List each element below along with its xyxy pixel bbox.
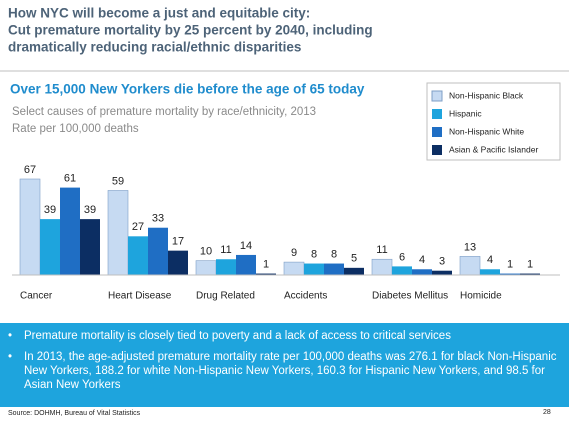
header-line: dramatically reducing racial/ethnic disp… — [8, 40, 301, 55]
bar — [168, 250, 188, 275]
value-label: 11 — [220, 244, 231, 256]
value-label: 1 — [527, 258, 533, 270]
value-label: 4 — [487, 254, 493, 266]
bar — [500, 273, 520, 275]
x-tick-label: Heart Disease — [108, 291, 172, 302]
bar — [60, 187, 80, 275]
x-tick-label: Cancer — [20, 291, 53, 302]
value-label: 13 — [464, 241, 476, 253]
legend-swatch — [432, 145, 442, 155]
value-label: 33 — [152, 213, 164, 225]
value-label: 39 — [44, 204, 56, 216]
page-number: 28 — [543, 409, 551, 416]
value-label: 61 — [64, 173, 76, 185]
bar — [520, 273, 540, 275]
value-label: 5 — [351, 253, 357, 265]
bullet: In 2013, the age-adjusted premature mort… — [8, 350, 559, 392]
bar — [195, 260, 217, 276]
bar — [128, 236, 148, 275]
legend-swatch — [432, 109, 442, 119]
value-label: 8 — [331, 248, 337, 260]
value-label: 14 — [240, 240, 252, 252]
bar — [256, 273, 276, 275]
legend-swatch — [431, 90, 443, 102]
x-tick-label: Diabetes Mellitus — [372, 291, 448, 302]
value-label: 9 — [291, 247, 297, 259]
value-label: 1 — [507, 258, 513, 270]
bar — [459, 256, 481, 276]
value-label: 10 — [200, 246, 212, 258]
bar — [432, 270, 452, 275]
bar — [392, 266, 412, 275]
bar — [148, 227, 168, 275]
x-tick-label: Drug Related — [196, 291, 255, 302]
legend-label: Non-Hispanic White — [449, 126, 524, 136]
x-tick-label: Homicide — [460, 291, 502, 302]
bar — [216, 259, 236, 275]
value-label: 59 — [112, 175, 124, 187]
bar — [80, 219, 100, 275]
chart-title: Over 15,000 New Yorkers die before the a… — [10, 82, 365, 97]
value-label: 27 — [132, 221, 144, 233]
bar — [371, 258, 393, 276]
chart: How NYC will become a just and equitable… — [0, 6, 569, 302]
header-line: Cut premature mortality by 25 percent by… — [8, 23, 373, 38]
bullet-box: Premature mortality is closely tied to p… — [0, 323, 569, 407]
value-label: 3 — [439, 256, 445, 268]
bar — [236, 254, 256, 275]
legend-label: Hispanic — [449, 108, 482, 118]
bar — [107, 190, 129, 276]
bar — [324, 263, 344, 275]
bar — [412, 269, 432, 275]
value-label: 11 — [376, 244, 387, 256]
value-label: 67 — [24, 164, 36, 176]
value-label: 39 — [84, 204, 96, 216]
legend-box — [426, 82, 561, 161]
bar — [304, 263, 324, 275]
value-label: 4 — [419, 254, 425, 266]
value-label: 6 — [399, 251, 405, 263]
value-label: 8 — [311, 248, 317, 260]
bar — [344, 267, 364, 275]
chart-subtitle: Select causes of premature mortality by … — [12, 106, 316, 118]
legend-label: Non-Hispanic Black — [449, 90, 524, 100]
x-tick-label: Accidents — [284, 291, 327, 302]
source: Source: DOHMH, Bureau of Vital Statistic… — [8, 410, 141, 417]
bar — [19, 178, 41, 276]
legend-label: Asian & Pacific Islander — [449, 144, 538, 154]
chart-unit: Rate per 100,000 deaths — [12, 123, 139, 135]
bar — [283, 261, 305, 276]
legend-swatch — [432, 127, 442, 137]
bar — [40, 219, 60, 275]
value-label: 1 — [263, 258, 269, 270]
bar — [480, 269, 500, 275]
header-line: How NYC will become a just and equitable… — [8, 6, 310, 21]
value-label: 17 — [172, 236, 184, 248]
bullet: Premature mortality is closely tied to p… — [8, 329, 559, 343]
